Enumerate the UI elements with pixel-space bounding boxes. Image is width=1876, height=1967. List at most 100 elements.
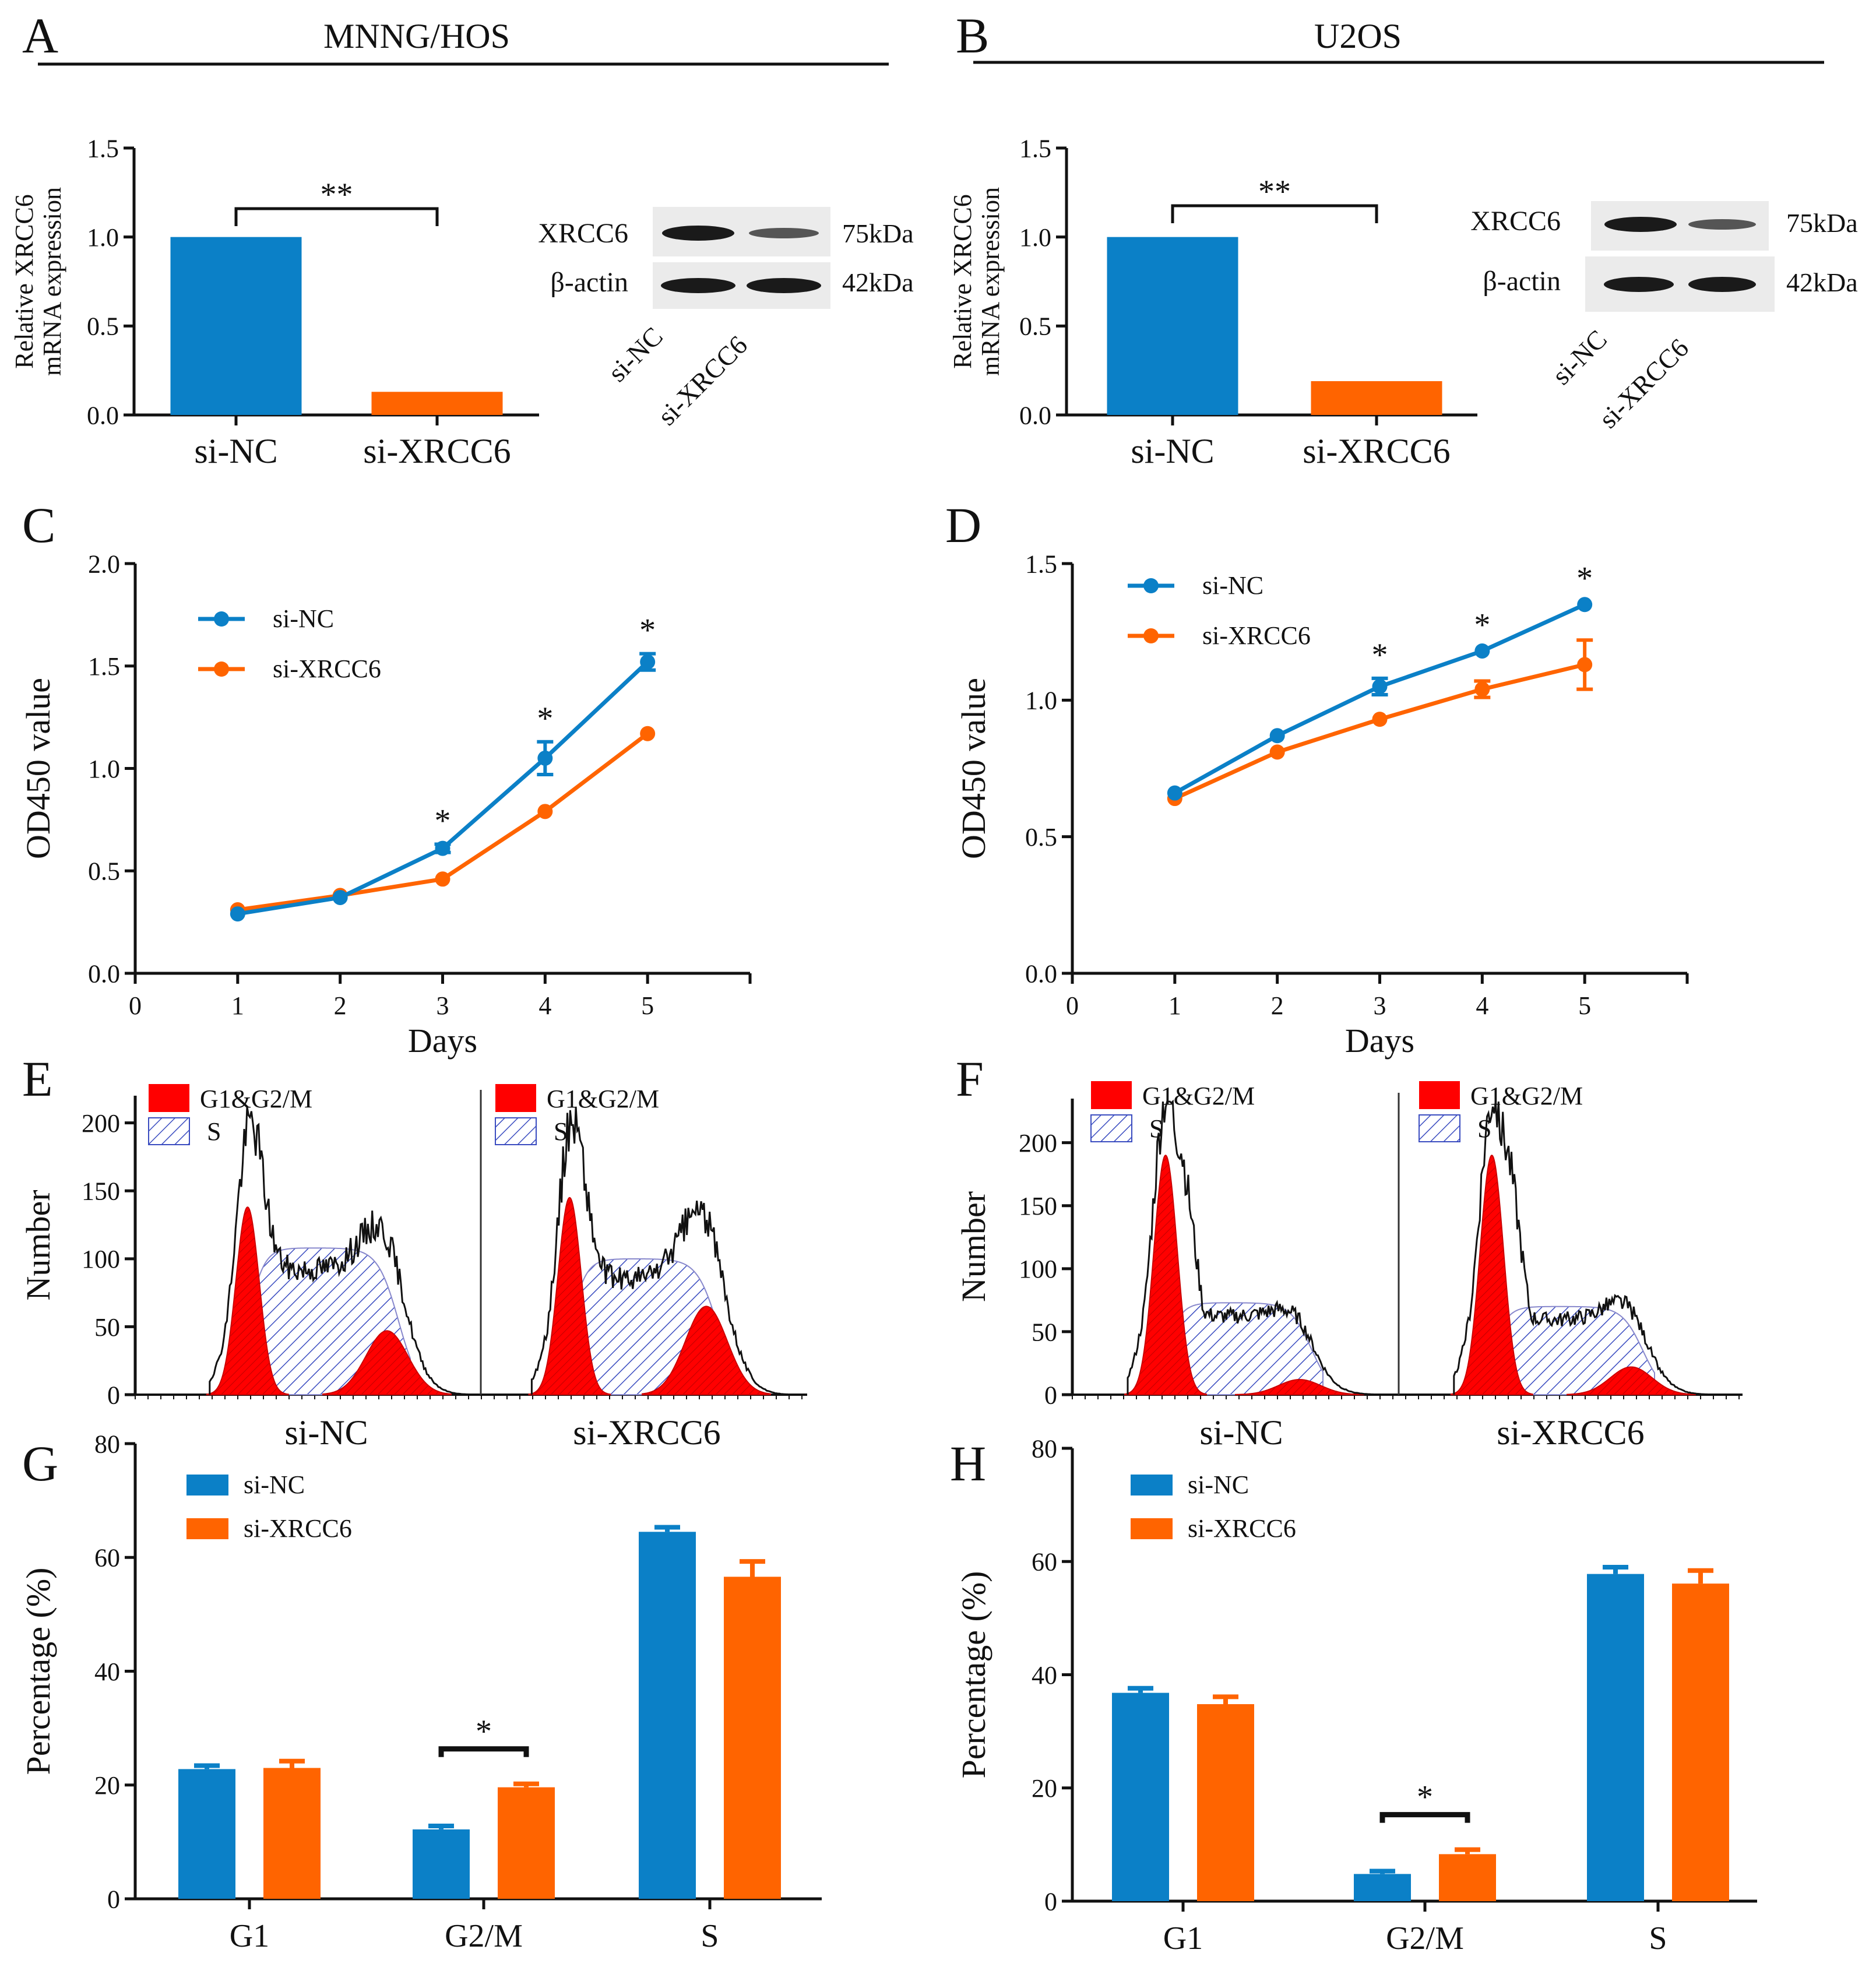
data-point bbox=[1474, 643, 1490, 659]
blot-band bbox=[1688, 277, 1756, 292]
y-tick-label: 0.5 bbox=[87, 312, 119, 341]
x-tick-label: 0 bbox=[1066, 991, 1079, 1020]
data-point bbox=[1372, 678, 1388, 694]
histogram-outline bbox=[1453, 1101, 1713, 1396]
bar bbox=[1439, 1854, 1496, 1901]
histogram-outline bbox=[209, 1106, 469, 1395]
error-bar bbox=[1455, 1847, 1480, 1855]
legend-label: S bbox=[207, 1117, 221, 1146]
panel-letter-b: B bbox=[956, 8, 989, 64]
x-tick-label: 5 bbox=[1578, 991, 1591, 1020]
legend-swatch bbox=[1131, 1518, 1173, 1539]
x-tick-label: 1 bbox=[1168, 991, 1181, 1020]
legend-label: G1&G2/M bbox=[1142, 1082, 1255, 1110]
y-tick-label: 0.0 bbox=[87, 401, 119, 430]
legend-label: S bbox=[1149, 1114, 1163, 1143]
chart-d: 0.0 0.5 1.0 1.5 OD450 value 0 1 2 3 4 5 Days * * * si-N… bbox=[955, 550, 1689, 1060]
bar bbox=[170, 237, 302, 415]
y-tick-label: 0.5 bbox=[1019, 312, 1051, 341]
data-point bbox=[435, 840, 450, 856]
blot-band bbox=[662, 226, 734, 241]
blot-band bbox=[749, 228, 819, 238]
bar bbox=[498, 1787, 555, 1899]
x-axis-label: Days bbox=[408, 1022, 477, 1060]
legend-label: si-NC bbox=[1188, 1470, 1249, 1499]
x-tick-label: 2 bbox=[1271, 991, 1284, 1020]
y-tick-label: 1.5 bbox=[87, 134, 119, 163]
x-group-label: si-NC bbox=[1199, 1413, 1283, 1452]
bar bbox=[1587, 1574, 1644, 1901]
y-tick-label: 0.0 bbox=[88, 959, 120, 988]
bar bbox=[1672, 1584, 1729, 1901]
y-tick-label: 40 bbox=[94, 1658, 120, 1686]
y-tick-label: 0.5 bbox=[1025, 823, 1057, 851]
blot-protein-label: XRCC6 bbox=[1470, 206, 1561, 237]
significance-bracket bbox=[234, 207, 439, 226]
data-point bbox=[1577, 657, 1593, 673]
y-axis-label-line: Percentage (%) bbox=[19, 1568, 57, 1775]
cell-line-title-a: MNNG/HOS bbox=[323, 17, 510, 55]
significance-bracket bbox=[1379, 1812, 1470, 1823]
x-tick-label: si-NC bbox=[1131, 432, 1214, 470]
significance-label: * bbox=[1474, 607, 1490, 643]
y-tick-label: 100 bbox=[82, 1245, 120, 1273]
y-tick-label: 1.0 bbox=[1025, 687, 1057, 715]
bar bbox=[178, 1769, 235, 1899]
legend-swatch bbox=[1131, 1475, 1173, 1496]
y-tick-label: 150 bbox=[1019, 1192, 1057, 1220]
error-bar bbox=[1688, 1568, 1713, 1584]
x-tick-label: G2/M bbox=[1386, 1920, 1464, 1957]
legend-label: G1&G2/M bbox=[1470, 1082, 1583, 1110]
y-tick-label: 100 bbox=[1019, 1255, 1057, 1283]
significance-label: * bbox=[476, 1713, 492, 1750]
y-axis-label: Percentage (%) bbox=[955, 1571, 992, 1779]
y-tick-label: 50 bbox=[94, 1313, 120, 1342]
significance-label: * bbox=[639, 613, 656, 649]
error-bar bbox=[1213, 1694, 1238, 1704]
y-tick-label: 20 bbox=[1032, 1774, 1057, 1803]
y-tick-label: 60 bbox=[94, 1544, 120, 1572]
y-tick-label: 1.5 bbox=[1025, 550, 1057, 578]
legend-label: S bbox=[1477, 1114, 1491, 1143]
significance-label: * bbox=[435, 803, 451, 839]
g2m-peak bbox=[1567, 1366, 1696, 1395]
x-group-label: si-XRCC6 bbox=[573, 1413, 720, 1452]
error-bar bbox=[654, 1525, 680, 1532]
bar bbox=[413, 1829, 470, 1899]
x-tick-label: G2/M bbox=[445, 1918, 523, 1954]
legend-marker bbox=[214, 661, 229, 677]
legend-swatch-peaks bbox=[495, 1084, 536, 1112]
data-point bbox=[640, 726, 656, 741]
x-tick-label: 3 bbox=[1374, 991, 1386, 1020]
error-bar bbox=[1603, 1564, 1628, 1574]
y-axis-label-line: OD450 value bbox=[19, 678, 57, 859]
bar bbox=[639, 1532, 696, 1899]
data-point bbox=[1474, 681, 1490, 697]
panel-letter-e: E bbox=[22, 1051, 53, 1107]
cell-line-title-b: U2OS bbox=[1314, 17, 1402, 55]
legend-label: G1&G2/M bbox=[200, 1085, 312, 1113]
bar bbox=[1107, 237, 1238, 415]
y-tick-label: 40 bbox=[1032, 1661, 1057, 1690]
y-axis-label-line: OD450 value bbox=[955, 678, 992, 859]
x-tick-label: si-XRCC6 bbox=[1303, 432, 1450, 470]
western-blot-b: XRCC6 β-actin 75kDa 42kDa si-NC si-XRCC6 bbox=[1470, 201, 1858, 434]
western-blot-a: XRCC6 β-actin 75kDa 42kDa si-NC si-XRCC6 bbox=[538, 207, 914, 431]
x-tick-label: G1 bbox=[1163, 1920, 1203, 1957]
chart-h: 0 20 40 60 80 Percentage (%) G1 G2/M S * si-NC si-X… bbox=[955, 1434, 1757, 1957]
x-tick-label: 4 bbox=[538, 991, 551, 1020]
y-tick-label: 0 bbox=[107, 1885, 120, 1913]
y-tick-label: 0.0 bbox=[1025, 959, 1057, 988]
legend-label: S bbox=[554, 1117, 568, 1146]
legend-swatch bbox=[186, 1475, 228, 1496]
y-tick-label: 0 bbox=[1044, 1887, 1057, 1916]
y-axis-label-line: Number bbox=[955, 1191, 992, 1302]
bar bbox=[1197, 1704, 1254, 1901]
y-tick-label: 0.0 bbox=[1019, 401, 1051, 430]
g1-peak bbox=[1450, 1155, 1533, 1395]
y-tick-label: 50 bbox=[1032, 1318, 1057, 1346]
panel-letter-a: A bbox=[22, 8, 58, 64]
panel-letter-g: G bbox=[22, 1435, 58, 1491]
y-axis-label-line: Number bbox=[19, 1190, 57, 1300]
y-tick-label: 0 bbox=[107, 1381, 120, 1409]
